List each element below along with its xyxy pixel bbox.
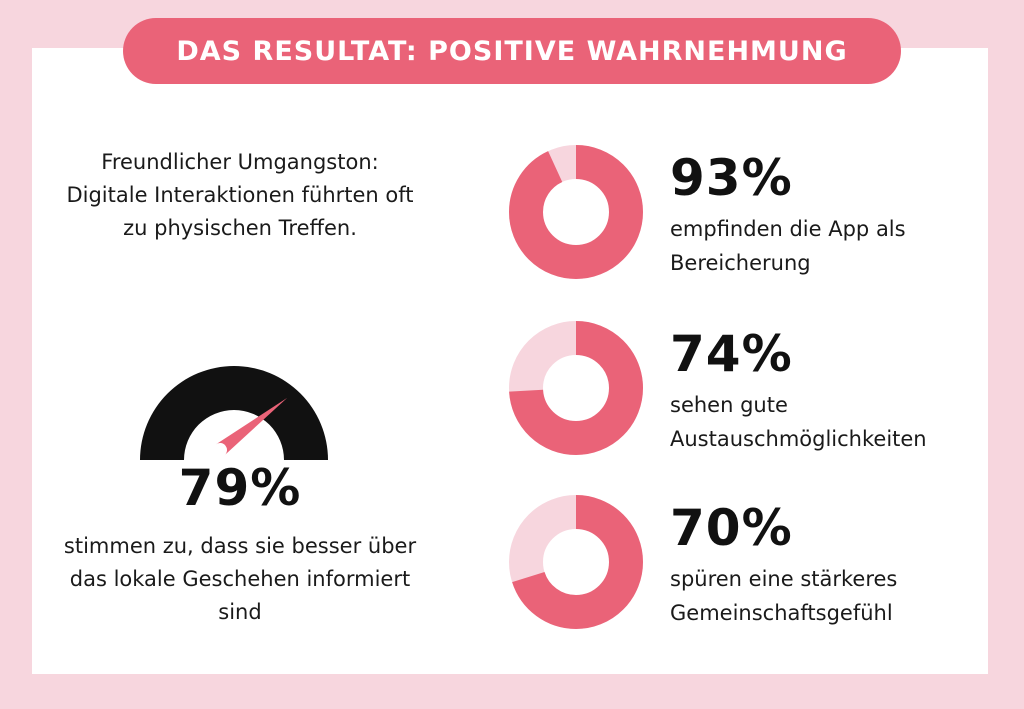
- donut-slice: [509, 321, 643, 455]
- gauge-description: stimmen zu, dass sie besser über das lok…: [63, 534, 417, 624]
- gauge-percentage: 79%: [178, 459, 302, 517]
- stat-percentage-1: 93%: [670, 149, 793, 207]
- stat-percentage-3: 70%: [670, 499, 793, 557]
- stat-percentage-2: 74%: [670, 325, 793, 383]
- donut-slice: [509, 495, 643, 629]
- stat-description-2: sehen gute Austauschmöglichkeiten: [670, 393, 927, 451]
- stat-description-1: empfinden die App als Bereicherung: [670, 217, 906, 275]
- gauge-needle: [215, 397, 288, 456]
- donut-chart-3: [509, 495, 643, 629]
- page-title: DAS RESULTAT: POSITIVE WAHRNEHMUNG: [123, 18, 901, 84]
- donut-chart-1: [509, 145, 643, 279]
- donut-slice: [509, 145, 643, 279]
- donut-chart-2: [509, 321, 643, 455]
- gauge-chart: [140, 366, 328, 460]
- intro-text: Freundlicher Umgangston: Digitale Intera…: [66, 150, 414, 240]
- stat-description-3: spüren eine stärkeres Gemeinschaftsgefüh…: [670, 567, 898, 625]
- gauge-arc: [140, 366, 328, 460]
